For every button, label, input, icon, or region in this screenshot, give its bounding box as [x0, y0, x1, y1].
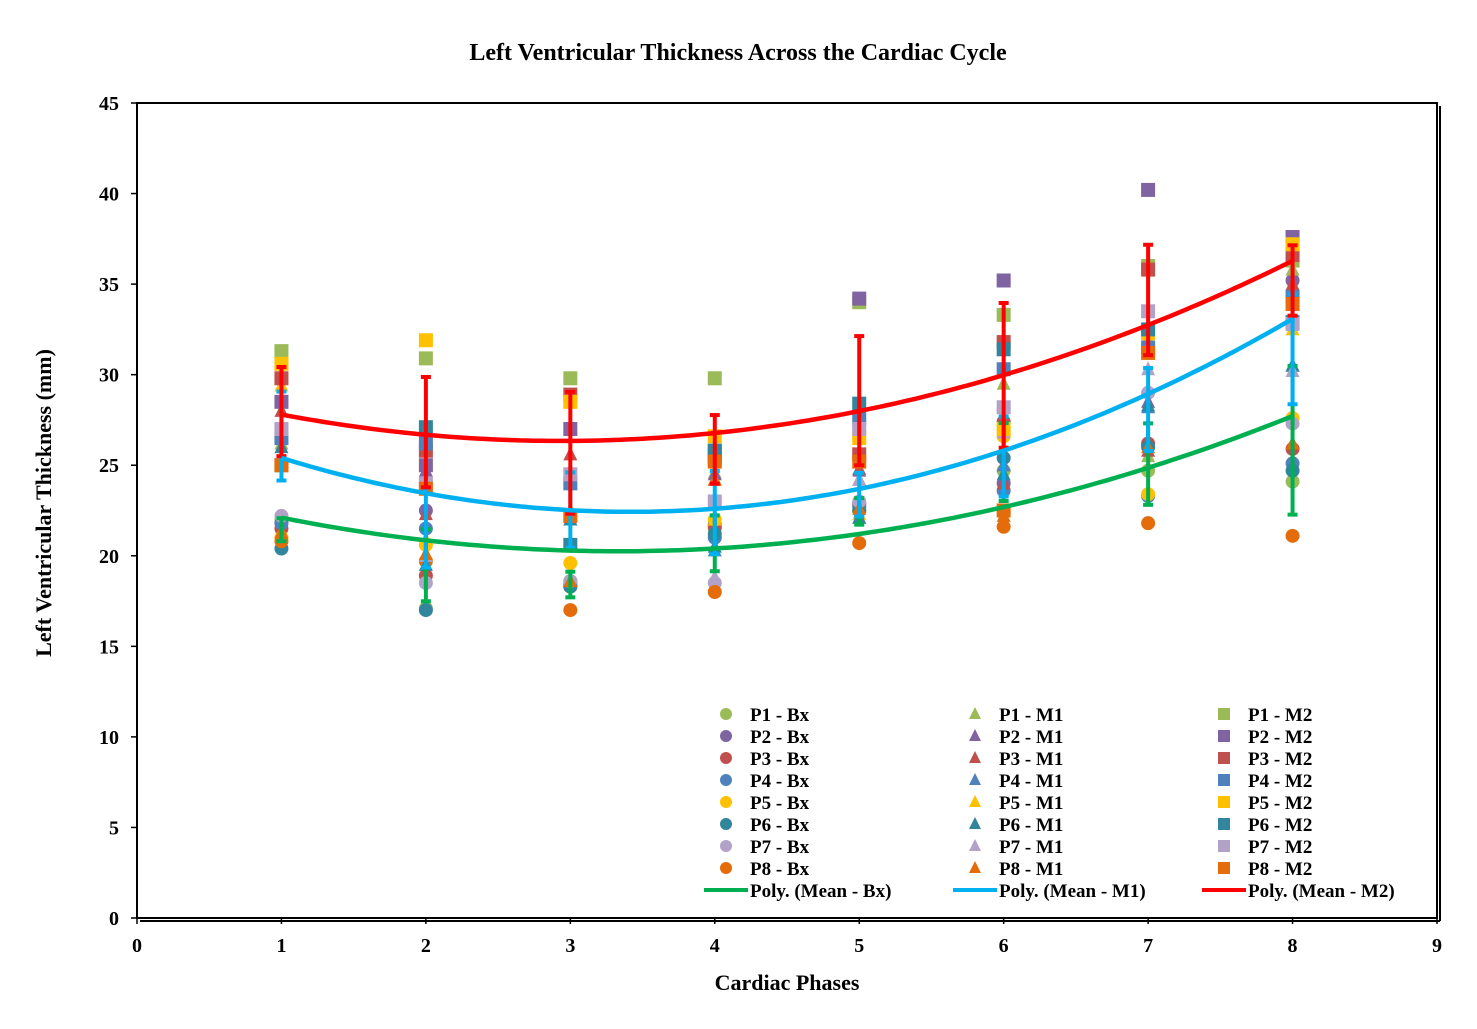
legend-label: P4 - M2 [1248, 771, 1312, 792]
y-tick-label: 30 [99, 365, 119, 387]
legend-label: P2 - M1 [999, 727, 1063, 748]
legend-marker-p1-m1 [969, 707, 981, 719]
y-tick-label: 0 [109, 908, 119, 930]
legend-marker-p3-m2 [1218, 752, 1230, 764]
legend-marker-p8-m2 [1218, 862, 1230, 874]
data-point-p8-bx [707, 585, 722, 599]
legend-marker-p2-m1 [969, 729, 981, 741]
y-tick-label: 10 [99, 727, 119, 749]
legend-label: P7 - Bx [750, 837, 810, 858]
chart-title: Left Ventricular Thickness Across the Ca… [469, 40, 1007, 66]
y-tick-label: 45 [99, 93, 119, 115]
data-point-p1-m2 [563, 371, 578, 386]
legend-marker-p5-m2 [1218, 796, 1230, 808]
legend-marker-p4-m1 [969, 773, 981, 785]
y-tick-label: 15 [99, 636, 119, 658]
legend-label: P3 - M2 [1248, 749, 1312, 770]
legend-label: P8 - M1 [999, 859, 1063, 880]
y-tick-label: 40 [99, 184, 119, 206]
legend-label: P2 - Bx [750, 727, 810, 748]
x-axis-label: Cardiac Phases [715, 970, 860, 995]
data-point-p7-m1 [707, 569, 722, 584]
x-tick-label: 9 [1432, 935, 1442, 957]
legend-label: Poly. (Mean - Bx) [750, 881, 891, 902]
legend-label: P1 - Bx [750, 705, 810, 726]
legend-label: P4 - Bx [750, 771, 810, 792]
legend-marker-p7-m2 [1218, 840, 1230, 852]
x-tick-label: 7 [1143, 935, 1153, 957]
trendline-m2 [280, 258, 1294, 444]
data-point-p6-bx [418, 603, 433, 618]
legend-marker-p7-bx [720, 840, 732, 852]
legend-marker-p3-m1 [969, 751, 981, 763]
legend-marker-p6-m2 [1218, 818, 1230, 830]
data-point-p1-m2 [707, 371, 722, 386]
x-tick-label: 8 [1288, 935, 1298, 957]
legend-marker-p6-bx [720, 818, 732, 830]
y-tick-label: 20 [99, 546, 119, 568]
legend-marker-p3-bx [720, 752, 732, 764]
legend-label: P5 - Bx [750, 793, 810, 814]
y-tick-label: 25 [99, 455, 119, 477]
legend-label: P7 - M1 [999, 837, 1063, 858]
trendline-m1 [280, 316, 1294, 515]
legend-label: P6 - M1 [999, 815, 1063, 836]
data-point-p2-m2 [1141, 182, 1156, 197]
legend-label: P6 - Bx [750, 815, 810, 836]
x-tick-label: 1 [276, 935, 286, 957]
data-point-p1-m2 [418, 351, 433, 366]
legend-marker-p1-m2 [1218, 708, 1230, 720]
legend-label: P5 - M1 [999, 793, 1063, 814]
legend-label: Poly. (Mean - M2) [1248, 881, 1395, 902]
data-point-p8-bx [1285, 528, 1300, 543]
legend-label: P6 - M2 [1248, 815, 1312, 836]
data-point-p5-bx [563, 556, 578, 571]
x-tick-label: 3 [565, 935, 575, 957]
legend-label: P3 - Bx [750, 749, 810, 770]
legend-marker-p4-bx [720, 774, 732, 786]
legend-label: P2 - M2 [1248, 727, 1312, 748]
legend-marker-p6-m1 [969, 817, 981, 829]
legend-label: P8 - Bx [750, 859, 810, 880]
legend-marker-p2-bx [720, 730, 732, 742]
legend-marker-p8-m1 [969, 861, 981, 873]
legend-label: P1 - M1 [999, 705, 1063, 726]
legend-label: P1 - M2 [1248, 705, 1312, 726]
legend-label: Poly. (Mean - M1) [999, 881, 1146, 902]
trendline-bx [280, 414, 1294, 554]
x-tick-label: 0 [132, 935, 142, 957]
y-tick-label: 5 [109, 817, 119, 839]
x-tick-label: 6 [999, 935, 1009, 957]
legend-label: P7 - M2 [1248, 837, 1312, 858]
legend-label: P3 - M1 [999, 749, 1063, 770]
data-point-p2-m2 [852, 291, 867, 306]
data-point-p1-m2 [274, 344, 289, 359]
y-tick-label: 35 [99, 274, 119, 296]
data-point-p8-bx [852, 536, 867, 551]
x-tick-label: 4 [710, 935, 720, 957]
legend-marker-p4-m2 [1218, 774, 1230, 786]
data-point-p2-m2 [996, 273, 1011, 288]
legend-label: P5 - M2 [1248, 793, 1312, 814]
data-point-p5-m2 [418, 333, 433, 348]
data-point-p8-bx [563, 603, 578, 618]
legend-marker-p5-bx [720, 796, 732, 808]
data-point-p8-bx [1141, 516, 1156, 531]
x-tick-label: 5 [854, 935, 864, 957]
legend-marker-p5-m1 [969, 795, 981, 807]
y-axis-label: Left Ventricular Thickness (mm) [31, 349, 56, 657]
legend-label: P4 - M1 [999, 771, 1063, 792]
legend-marker-p2-m2 [1218, 730, 1230, 742]
data-point-p8-bx [996, 519, 1011, 534]
legend-label: P8 - M2 [1248, 859, 1312, 880]
x-tick-label: 2 [421, 935, 431, 957]
legend-marker-p8-bx [720, 862, 732, 874]
legend-marker-p1-bx [720, 708, 732, 720]
legend-marker-p7-m1 [969, 839, 981, 851]
